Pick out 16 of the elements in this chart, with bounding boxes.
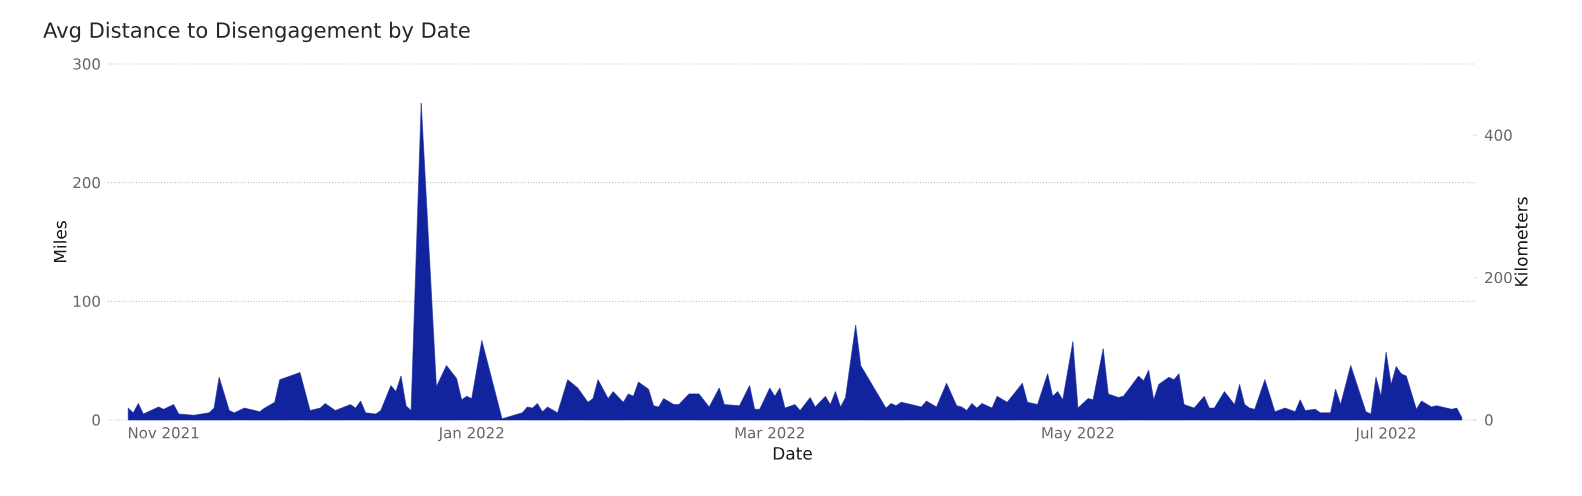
x-tick-label: Nov 2021: [128, 427, 199, 439]
y2-tick-label: 400: [1484, 129, 1512, 141]
x-tick-label: Jan 2022: [437, 427, 504, 442]
y-axis-title: Miles: [53, 221, 67, 263]
chart-title: Avg Distance to Disengagement by Date: [43, 21, 470, 43]
y2-axis-title: Kilometers: [1514, 197, 1528, 286]
y-tick-label: 300: [73, 58, 100, 70]
x-axis-title: Date: [773, 447, 812, 460]
x-tick-label: May 2022: [1042, 427, 1114, 442]
y-tick-label: 100: [73, 295, 100, 307]
y2-tick-label: 200: [1485, 271, 1512, 284]
x-tick-label: Mar 2022: [735, 427, 804, 439]
x-tick-label: Jul 2022: [1354, 427, 1416, 442]
y2-tick-label: 0: [1485, 414, 1493, 426]
y-tick-label: 200: [73, 176, 100, 189]
y-tick-label: 0: [92, 414, 100, 426]
